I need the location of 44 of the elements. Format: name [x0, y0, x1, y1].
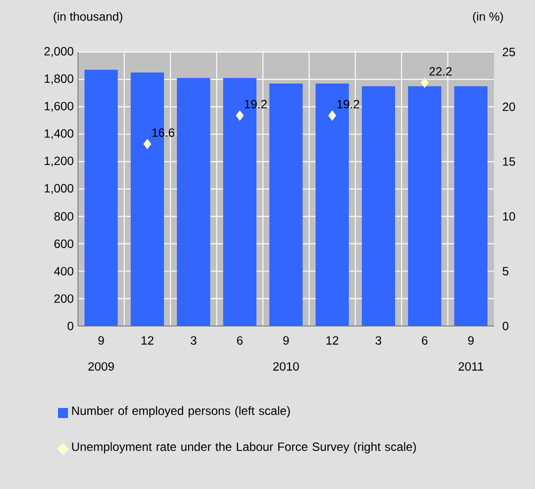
y-tick-label: 600 [54, 240, 74, 248]
y-tick-label: 1,800 [44, 74, 74, 84]
y2-axis-title: (in %) [473, 12, 503, 24]
y-tick-label: 1,400 [44, 129, 74, 140]
y-tick-label: 1,200 [44, 156, 74, 167]
y-axis-title: (in thousand) [54, 12, 122, 24]
legend-label: Number of employed persons (left scale) [72, 406, 290, 418]
bar [84, 70, 118, 326]
legend-label: Unemployment rate under the Labour Force Survey (right scale) [72, 442, 416, 454]
x-tick-label: 12 [142, 336, 154, 345]
y-tick-label: 2,000 [44, 47, 74, 57]
x-tick-label: 9 [283, 336, 289, 345]
x-tick-label: 12 [326, 336, 338, 345]
bar [454, 86, 488, 326]
y-tick-label: 400 [54, 266, 74, 276]
y2-tick-label: 20 [502, 102, 516, 112]
y2-tick-label: 25 [502, 48, 516, 56]
point [328, 110, 336, 121]
text: 2010 [273, 362, 299, 371]
point [143, 138, 152, 150]
x-tick-label: 6 [422, 336, 428, 345]
y2-tick-label: 15 [503, 157, 516, 166]
y-tick-label: 800 [54, 212, 74, 221]
bar [176, 78, 210, 326]
y2-tick-label: 5 [502, 267, 508, 276]
x-tick-label: 6 [237, 336, 243, 345]
text: 2011 [458, 362, 484, 371]
bar [408, 86, 442, 326]
x-tick-label: 9 [98, 336, 104, 345]
y-tick-label: 200 [54, 294, 74, 303]
bar [269, 83, 303, 326]
y2-tick-label: 0 [502, 322, 508, 330]
y-tick-label: 1,600 [44, 102, 74, 112]
x-tick-label: 3 [376, 336, 382, 345]
text: 2009 [88, 362, 114, 371]
y-tick-label: 0 [68, 322, 74, 330]
data-label: 22.2 [429, 67, 452, 76]
bar [362, 86, 396, 326]
y-tick-label: 1,000 [44, 184, 74, 194]
point [236, 110, 244, 121]
x-tick-label: 9 [468, 336, 474, 345]
y2-tick-label: 10 [503, 212, 516, 221]
point [420, 77, 429, 88]
x-tick-label: 3 [190, 336, 196, 345]
